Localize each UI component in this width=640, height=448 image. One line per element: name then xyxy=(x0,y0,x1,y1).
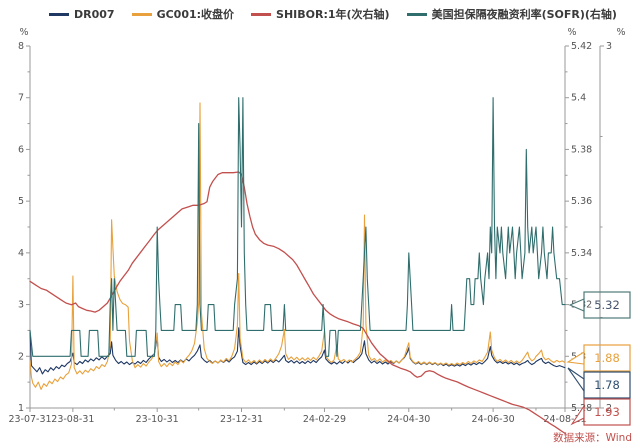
svg-text:1: 1 xyxy=(18,403,24,414)
svg-text:2: 2 xyxy=(18,351,24,362)
svg-text:24-06-30: 24-06-30 xyxy=(472,414,515,425)
svg-text:6: 6 xyxy=(18,144,24,155)
data-source-label: 数据来源：Wind xyxy=(553,432,632,444)
svg-text:3: 3 xyxy=(606,41,612,52)
shibor-axis-unit: % xyxy=(616,27,625,38)
callout-box xyxy=(583,344,631,372)
svg-text:2: 2 xyxy=(606,403,612,414)
callout-value: 1.88 xyxy=(594,351,620,365)
axes xyxy=(29,46,601,409)
legend-item-shibor1y[interactable]: SHIBOR:1年(次右轴) xyxy=(251,6,390,22)
axis-ticks xyxy=(26,45,604,412)
axis-tick-labels: 876543215.425.45.385.365.345.325.35.2832… xyxy=(8,41,612,425)
svg-text:24-04-30: 24-04-30 xyxy=(387,414,430,425)
callout-value: 5.32 xyxy=(594,298,620,312)
legend-label: DR007 xyxy=(74,7,115,21)
callout-value: 1.93 xyxy=(594,405,620,419)
svg-text:5.28: 5.28 xyxy=(571,403,592,414)
callout-dr007: 1.78 xyxy=(567,367,631,399)
svg-text:7: 7 xyxy=(18,93,24,104)
svg-text:23-10-31: 23-10-31 xyxy=(136,414,179,425)
sofr-axis-unit: % xyxy=(567,27,576,38)
axis-unit-labels: %%% xyxy=(19,27,625,38)
callout-box xyxy=(583,291,631,319)
left-axis-unit: % xyxy=(19,27,28,38)
svg-text:8: 8 xyxy=(18,41,24,52)
legend-item-sofr[interactable]: 美国担保隔夜融资利率(SOFR)(右轴) xyxy=(406,6,617,22)
callout-box xyxy=(583,398,631,426)
legend-label: 美国担保隔夜融资利率(SOFR)(右轴) xyxy=(431,8,617,21)
dr007-legend-marker-icon xyxy=(49,12,70,16)
svg-text:5: 5 xyxy=(18,196,24,207)
shibor1y-legend-marker-icon xyxy=(251,12,272,16)
callout-gc001: 1.88 xyxy=(566,344,631,372)
svg-text:24-08-21: 24-08-21 xyxy=(543,414,586,425)
legend-item-dr007[interactable]: DR007 xyxy=(49,8,115,21)
svg-text:5.34: 5.34 xyxy=(571,248,592,259)
svg-text:23-12-31: 23-12-31 xyxy=(220,414,263,425)
svg-text:23-07-31: 23-07-31 xyxy=(8,414,51,425)
callout-box xyxy=(583,371,631,399)
series-line-gc001 xyxy=(29,102,566,390)
value-callouts: 5.32 1.88 1.78 1.93 xyxy=(566,291,631,426)
sofr-legend-marker-icon xyxy=(406,12,427,16)
svg-text:3: 3 xyxy=(18,300,24,311)
series-line-sofr xyxy=(29,97,566,357)
series-line-dr007 xyxy=(29,327,566,375)
svg-text:5.4: 5.4 xyxy=(571,93,586,104)
svg-text:23-08-31: 23-08-31 xyxy=(51,414,94,425)
chart-legend: DR007 GC001:收盘价 SHIBOR:1年(次右轴) 美国担保隔夜融资利率(S… xyxy=(0,6,640,22)
legend-label: GC001:收盘价 xyxy=(156,8,235,21)
legend-label: SHIBOR:1年(次右轴) xyxy=(276,8,390,21)
gc001-legend-marker-icon xyxy=(131,12,152,16)
svg-text:4: 4 xyxy=(18,248,24,259)
svg-text:24-02-29: 24-02-29 xyxy=(303,414,346,425)
callout-shibor1y: 1.93 xyxy=(570,398,631,426)
legend-item-gc001[interactable]: GC001:收盘价 xyxy=(131,6,235,22)
svg-text:5.38: 5.38 xyxy=(571,144,592,155)
callout-arrow-icon xyxy=(567,367,585,393)
svg-text:5.42: 5.42 xyxy=(571,41,592,52)
callout-value: 1.78 xyxy=(594,378,620,392)
callout-sofr: 5.32 xyxy=(568,291,631,319)
svg-text:5.36: 5.36 xyxy=(571,196,592,207)
series-lines xyxy=(29,97,566,434)
series-line-shibor1y xyxy=(29,171,566,434)
